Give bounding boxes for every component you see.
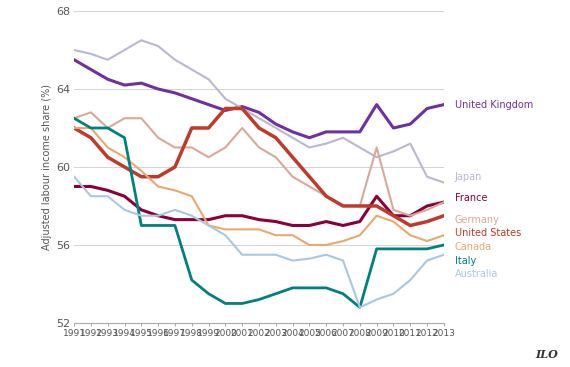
Text: Italy: Italy (454, 255, 476, 266)
Text: Canada: Canada (454, 242, 492, 252)
Text: Japan: Japan (454, 172, 482, 182)
Text: Germany: Germany (454, 215, 499, 225)
Text: United Kingdom: United Kingdom (454, 99, 533, 110)
Text: Australia: Australia (454, 269, 498, 279)
Y-axis label: Adjusted labour income share (%): Adjusted labour income share (%) (42, 84, 52, 250)
Text: ILO: ILO (536, 349, 559, 360)
Text: France: France (454, 193, 487, 203)
Text: United States: United States (454, 228, 521, 238)
